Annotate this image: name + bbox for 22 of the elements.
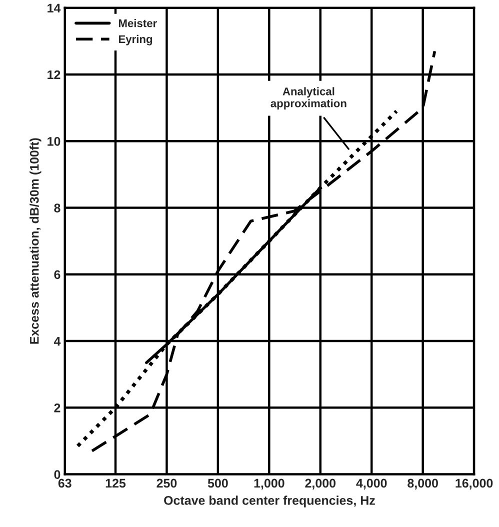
x-tick-label: 16,000 — [456, 478, 493, 490]
y-tick-label: 10 — [48, 136, 60, 146]
x-tick-label: 4,000 — [356, 478, 387, 490]
y-tick-label: 0 — [54, 470, 60, 479]
y-tick-label: 8 — [54, 204, 60, 212]
y-axis-title: Excess attenuation, dB/30m (100ft) — [30, 138, 42, 344]
x-tick-label: 8,000 — [408, 478, 438, 490]
x-tick-label: 63 — [58, 478, 72, 488]
y-tick-label: 14 — [48, 4, 61, 12]
x-tick-label: 500 — [208, 478, 228, 488]
x-tick-label: 1,000 — [254, 478, 284, 490]
x-tick-label: 2,000 — [305, 478, 336, 490]
y-tick-label: 4 — [54, 336, 61, 346]
x-axis-title: Octave band center frequencies, Hz — [164, 496, 375, 508]
annotation: Analytical approximation — [270, 87, 346, 110]
y-tick-label: 12 — [48, 70, 60, 80]
legend-label: Eyring — [118, 34, 152, 46]
x-tick-label: 125 — [106, 478, 126, 488]
y-tick-label: 6 — [54, 270, 60, 280]
x-tick-label: 250 — [156, 478, 177, 488]
legend-label: Meister — [118, 19, 157, 28]
y-tick-label: 2 — [54, 403, 60, 412]
